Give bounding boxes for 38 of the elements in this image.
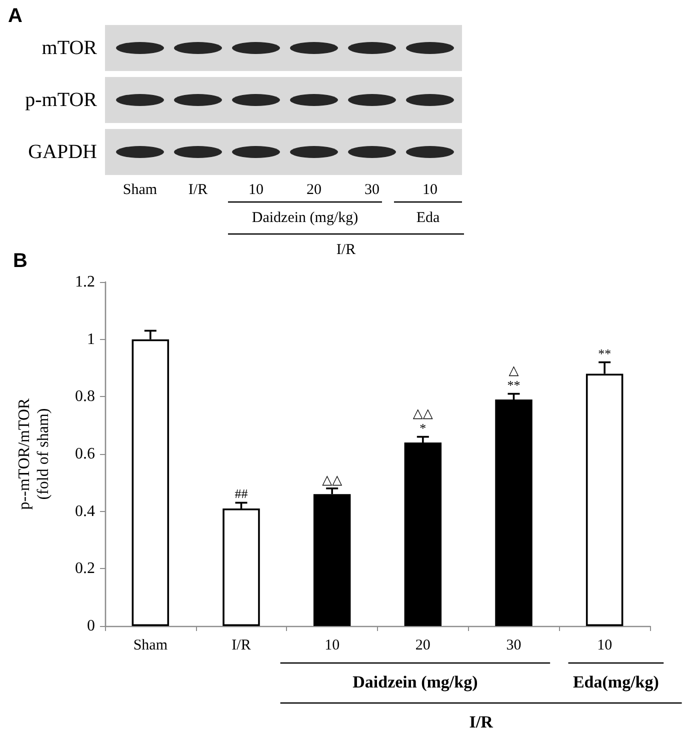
x-tick-label: 30 bbox=[506, 638, 522, 654]
category-label: GAPDH bbox=[28, 141, 97, 163]
x-tick-label: 10 bbox=[597, 638, 612, 654]
annotation: * bbox=[420, 420, 426, 436]
annotation: △△ bbox=[322, 472, 342, 487]
annotation: ** bbox=[598, 346, 612, 361]
x-tick-label: I/R bbox=[232, 638, 251, 654]
category-label: 30 bbox=[364, 182, 380, 198]
category-label: 10 bbox=[422, 182, 438, 198]
text: Daidzein (mg/kg) bbox=[352, 672, 478, 692]
annotation: △△ bbox=[412, 405, 433, 420]
category-label: p-mTOR bbox=[25, 89, 97, 111]
annotation: △ bbox=[508, 362, 519, 378]
text: A bbox=[8, 5, 22, 27]
category-label: 10 bbox=[248, 182, 264, 198]
x-tick-label: 10 bbox=[324, 638, 340, 654]
text: I/R bbox=[469, 712, 494, 732]
category-label: Sham bbox=[122, 182, 158, 198]
category-label: mTOR bbox=[42, 37, 97, 59]
y-tick-label: 0 bbox=[87, 618, 95, 634]
y-tick-label: 1.2 bbox=[75, 274, 95, 290]
y-tick-label: 0.6 bbox=[75, 446, 95, 462]
y-axis-title: p--mTOR/mTOR (fold of sham) bbox=[16, 398, 52, 510]
x-tick-label: Sham bbox=[133, 638, 168, 654]
category-label: 20 bbox=[306, 182, 322, 198]
annotation: ## bbox=[234, 486, 248, 502]
text: Eda bbox=[416, 210, 440, 226]
y-tick-label: 1 bbox=[87, 330, 95, 348]
y-tick-label: 0.4 bbox=[75, 502, 95, 520]
chart-title: B bbox=[13, 250, 28, 272]
x-tick-label: 20 bbox=[415, 638, 430, 654]
y-tick-label: 0.8 bbox=[75, 388, 95, 406]
text: Daidzein (mg/kg) bbox=[252, 210, 358, 226]
text: I/R bbox=[336, 242, 356, 258]
y-tick-label: 0.2 bbox=[75, 560, 95, 578]
category-label: I/R bbox=[188, 182, 208, 198]
annotation: ** bbox=[507, 377, 520, 392]
text: Eda(mg/kg) bbox=[572, 672, 659, 692]
